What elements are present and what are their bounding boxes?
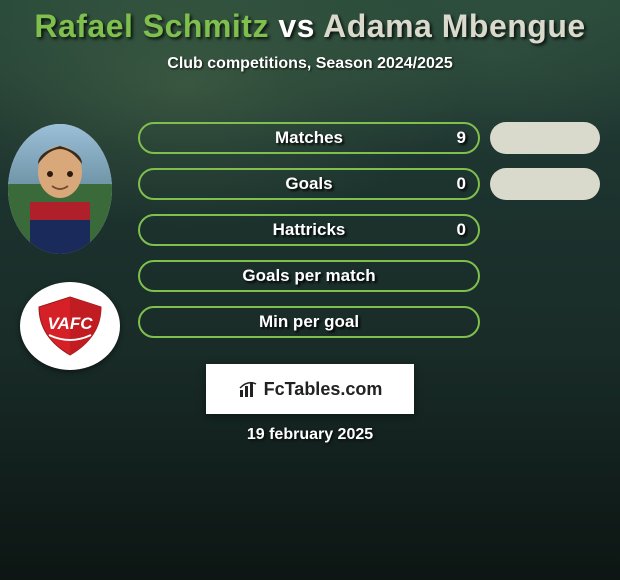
stat-bar-left: Goals per match [138, 260, 480, 292]
branding-badge[interactable]: FcTables.com [206, 364, 414, 414]
stat-label: Matches [275, 128, 343, 148]
branding-text: FcTables.com [264, 379, 383, 400]
stat-row: Goals per match [0, 256, 620, 302]
page-title: Rafael Schmitz vs Adama Mbengue [0, 0, 620, 45]
stat-value-left: 0 [457, 170, 466, 198]
stat-bar-left: Goals 0 [138, 168, 480, 200]
subtitle: Club competitions, Season 2024/2025 [0, 55, 620, 73]
stat-row: Min per goal [0, 302, 620, 348]
comparison-card: Rafael Schmitz vs Adama Mbengue Club com… [0, 0, 620, 580]
stat-bar-left: Hattricks 0 [138, 214, 480, 246]
stat-row: Matches 9 [0, 118, 620, 164]
stat-bar-right [490, 122, 600, 154]
date: 19 february 2025 [0, 426, 620, 444]
stat-label: Goals per match [242, 266, 375, 286]
title-vs: vs [278, 8, 315, 44]
stat-label: Goals [285, 174, 332, 194]
stat-bar-left: Min per goal [138, 306, 480, 338]
stat-value-left: 9 [457, 124, 466, 152]
stat-row: Goals 0 [0, 164, 620, 210]
stat-rows: Matches 9 Goals 0 Hattricks 0 Goals per match M… [0, 118, 620, 348]
stat-bar-left: Matches 9 [138, 122, 480, 154]
stat-label: Hattricks [273, 220, 346, 240]
title-player1: Rafael Schmitz [34, 8, 269, 44]
stat-row: Hattricks 0 [0, 210, 620, 256]
chart-icon [238, 378, 260, 400]
stat-label: Min per goal [259, 312, 359, 332]
stat-value-left: 0 [457, 216, 466, 244]
stat-bar-right [490, 168, 600, 200]
title-player2: Adama Mbengue [323, 8, 586, 44]
